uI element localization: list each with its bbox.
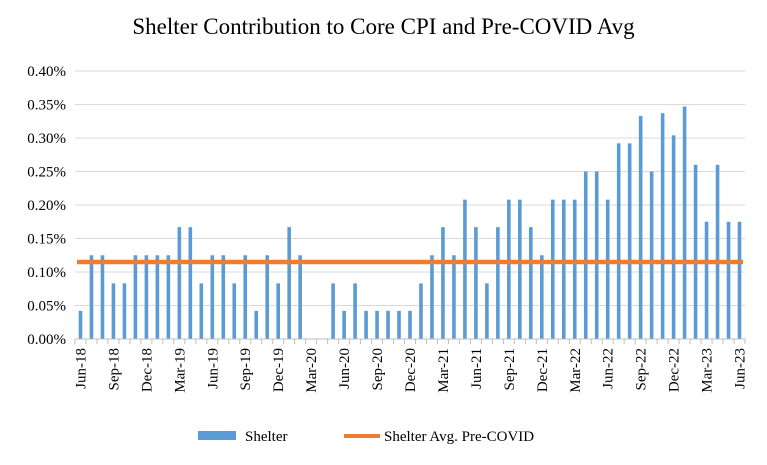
bar xyxy=(485,283,489,339)
bar xyxy=(133,255,138,339)
bar xyxy=(561,199,566,339)
legend: Shelter Shelter Avg. Pre-COVID xyxy=(198,429,534,445)
y-tick-label: 0.30% xyxy=(27,131,66,147)
x-tick-label: Dec-22 xyxy=(667,348,683,392)
bar xyxy=(232,283,237,339)
bar xyxy=(572,199,577,339)
x-tick-label: Mar-21 xyxy=(436,348,452,393)
bar xyxy=(276,283,280,339)
y-tick-label: 0.20% xyxy=(27,198,66,214)
x-tick-label: Mar-20 xyxy=(304,348,320,393)
x-tick-label: Sep-21 xyxy=(502,348,518,391)
bar xyxy=(441,227,445,339)
bar xyxy=(111,283,116,339)
gridlines xyxy=(75,70,745,306)
y-tick-label: 0.25% xyxy=(27,165,66,181)
bar xyxy=(430,255,434,339)
bar xyxy=(518,199,522,339)
bar xyxy=(397,310,401,339)
bar xyxy=(78,310,83,339)
x-tick-label: Jun-18 xyxy=(73,348,89,389)
bar xyxy=(704,221,709,339)
chart-title: Shelter Contribution to Core CPI and Pre… xyxy=(132,14,635,39)
bar-series-shelter xyxy=(78,106,742,340)
legend-label-shelter: Shelter xyxy=(245,429,288,445)
bar xyxy=(627,143,632,339)
bar xyxy=(265,255,270,339)
x-tick-label: Dec-18 xyxy=(139,348,155,392)
bar xyxy=(583,171,588,339)
x-tick-label: Jun-19 xyxy=(205,348,221,389)
bar xyxy=(682,106,687,339)
bar xyxy=(89,255,94,339)
y-tick-label: 0.40% xyxy=(27,64,66,80)
bar xyxy=(122,283,127,339)
bar xyxy=(649,171,654,339)
x-tick-label: Dec-19 xyxy=(271,348,287,392)
bar xyxy=(726,221,731,339)
y-tick-label: 0.10% xyxy=(27,265,66,281)
bar xyxy=(693,164,698,339)
bar xyxy=(287,227,291,339)
bar xyxy=(188,227,193,339)
x-tick-label: Jun-20 xyxy=(337,348,353,389)
legend-swatch-shelter xyxy=(198,431,236,440)
bar xyxy=(364,310,368,339)
bar xyxy=(221,255,226,339)
bar xyxy=(386,310,390,339)
bar xyxy=(737,221,742,339)
bar xyxy=(671,135,676,339)
x-tick-label: Jun-23 xyxy=(733,348,749,389)
axes: 0.00% 0.05% 0.10% 0.15% 0.20% 0.25% 0.30% 0.35%… xyxy=(27,64,748,393)
bar xyxy=(243,255,248,339)
bar xyxy=(507,199,511,339)
x-tick-label: Dec-20 xyxy=(403,348,419,392)
bar xyxy=(331,283,335,339)
legend-label-avg: Shelter Avg. Pre-COVID xyxy=(384,429,534,445)
bar xyxy=(342,310,346,339)
bar xyxy=(616,143,621,339)
bar xyxy=(496,227,500,339)
x-tick-label: Sep-19 xyxy=(238,348,254,391)
bar xyxy=(715,164,720,339)
bar xyxy=(155,255,160,339)
bar xyxy=(550,199,555,339)
bar xyxy=(660,113,665,340)
x-tick-label: Jun-21 xyxy=(469,348,485,389)
bar xyxy=(298,255,302,339)
bar xyxy=(540,255,544,339)
bar xyxy=(529,227,533,339)
bar xyxy=(463,199,467,339)
bar xyxy=(353,283,357,339)
bar xyxy=(375,310,379,339)
bar xyxy=(144,255,149,339)
bar xyxy=(594,171,599,339)
bar xyxy=(638,115,643,339)
x-tick-label: Mar-23 xyxy=(700,348,716,393)
bar xyxy=(408,310,412,339)
x-tick-label: Mar-22 xyxy=(568,348,584,393)
bar xyxy=(100,255,105,339)
bar xyxy=(210,255,215,339)
x-tick-label: Jun-22 xyxy=(601,348,617,389)
x-tick-label: Sep-22 xyxy=(634,348,650,391)
y-tick-label: 0.15% xyxy=(27,232,66,248)
bar xyxy=(254,310,259,339)
y-tick-label: 0.00% xyxy=(27,332,66,348)
x-tick-label: Sep-18 xyxy=(106,348,122,391)
x-tick-label: Mar-19 xyxy=(172,348,188,393)
y-tick-label: 0.35% xyxy=(27,98,66,114)
x-tick-label: Sep-20 xyxy=(370,348,386,391)
bar xyxy=(452,255,456,339)
y-tick-label: 0.05% xyxy=(27,299,66,315)
bar xyxy=(177,227,182,339)
bar xyxy=(419,283,423,339)
x-tick-label: Dec-21 xyxy=(535,348,551,392)
bar xyxy=(474,227,478,339)
bar xyxy=(199,283,204,339)
bar xyxy=(166,255,171,339)
bar xyxy=(605,199,610,339)
